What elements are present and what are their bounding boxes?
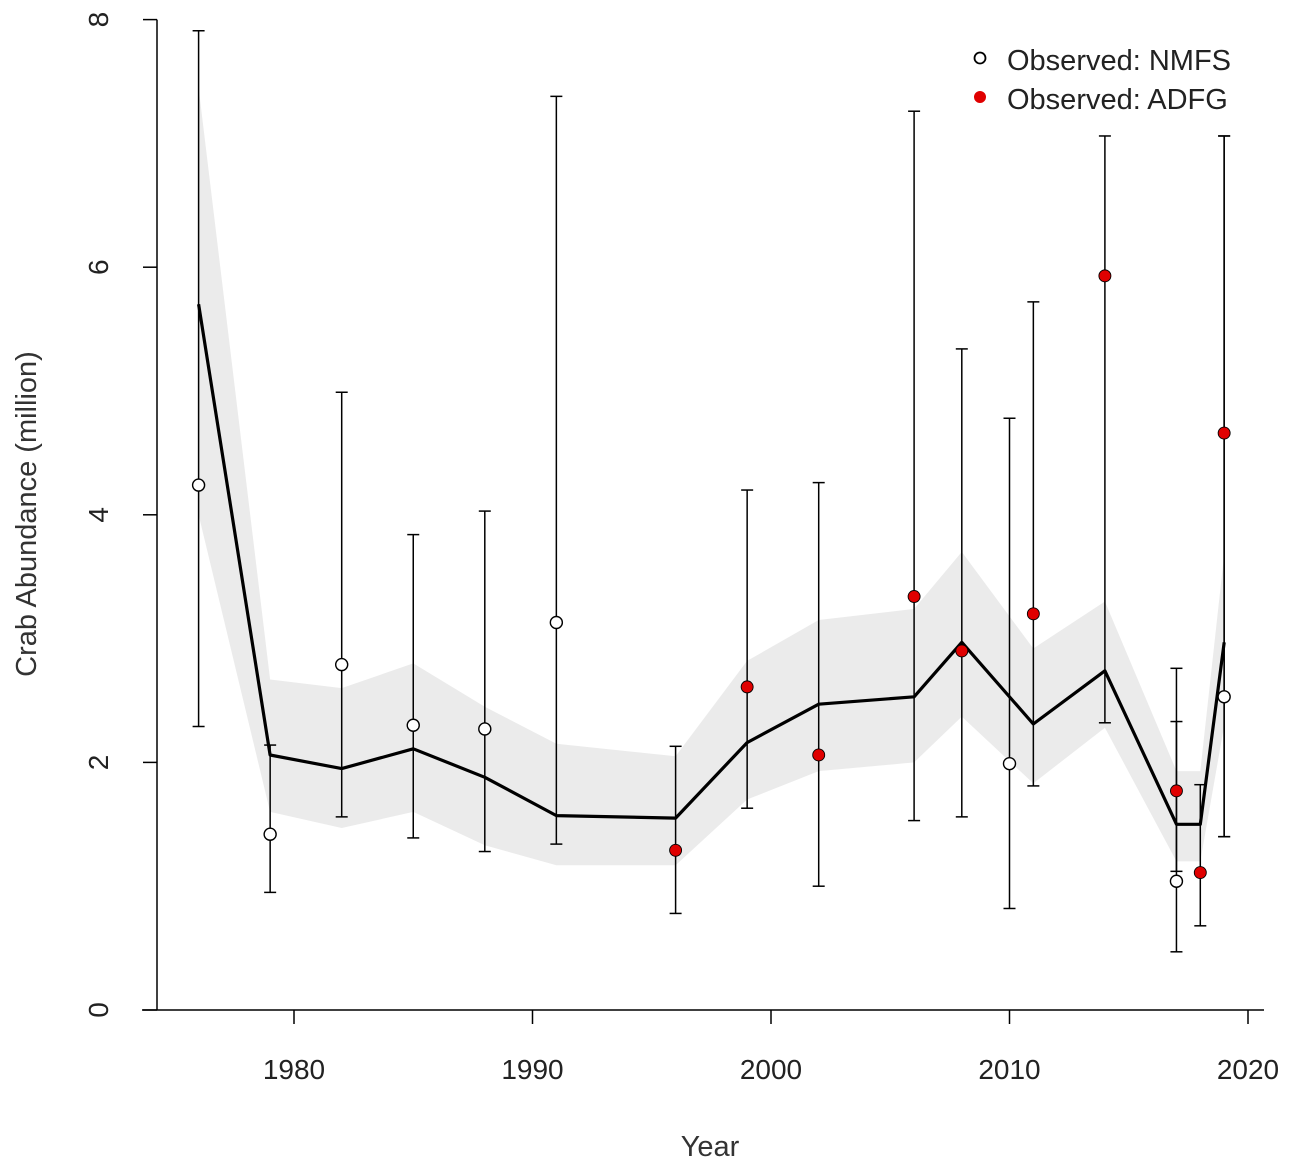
nmfs-point [549,615,564,630]
legend-nmfs-label: Observed: NMFS [1007,45,1231,77]
adfg-point [740,680,754,694]
y-tick-label: 6 [83,259,114,275]
nmfs-point [335,657,349,672]
confidence-ribbon [198,87,1225,866]
error-bar-nmfs [478,510,491,853]
error-bar-adfg [741,489,754,809]
adfg-point [955,644,969,658]
y-tick-label: 4 [83,507,114,523]
nmfs-point [1002,756,1017,771]
error-bar-nmfs [264,744,277,894]
y-tick-label: 8 [83,12,114,28]
model-fit-line [197,304,1226,826]
plot-area [191,29,1231,953]
error-bar-nmfs [335,391,348,818]
error-bar-adfg [812,481,825,887]
adfg-point [1217,426,1231,440]
legend: Observed: NMFS Observed: ADFG [973,45,1231,116]
adfg-point [812,748,826,762]
error-bar-adfg [1027,301,1040,787]
error-bar-nmfs [1003,417,1016,910]
y-tick-label: 2 [83,755,114,771]
nmfs-point [263,827,277,841]
error-bar-adfg [1170,667,1183,873]
error-bar-adfg [955,348,968,818]
legend-adfg-marker [974,91,986,103]
error-bar-nmfs [407,533,420,839]
x-tick-label: 1990 [501,1054,563,1085]
adfg-point [1169,784,1183,798]
error-bar-adfg [908,110,921,822]
nmfs-point [1169,874,1184,888]
error-bar-nmfs [550,95,563,845]
x-tick-label: 2020 [1217,1054,1279,1085]
axes: 0 2 4 6 8 1980 1990 2000 2010 2020 [83,12,1279,1085]
adfg-point [1193,866,1207,880]
y-axis-title: Crab Abundance (million) [11,351,43,677]
adfg-point [1026,607,1040,621]
x-tick-label: 2000 [740,1054,802,1085]
adfg-point [669,843,683,857]
legend-adfg-label: Observed: ADFG [1007,84,1228,116]
error-bar-adfg [1218,135,1231,838]
legend-nmfs-marker [973,51,987,65]
error-bar-nmfs [192,29,205,728]
nmfs-point [406,718,420,732]
adfg-point [1098,269,1112,283]
nmfs-point [1217,690,1231,704]
x-tick-label: 1980 [263,1054,325,1085]
nmfs-point [478,722,492,736]
adfg-point [907,590,921,603]
x-axis-title: Year [681,1131,740,1163]
y-tick-label: 0 [83,1002,114,1018]
nmfs-point [191,478,206,492]
x-tick-label: 2010 [978,1054,1040,1085]
error-bar-adfg [1098,135,1111,724]
error-bar-adfg [669,745,682,915]
